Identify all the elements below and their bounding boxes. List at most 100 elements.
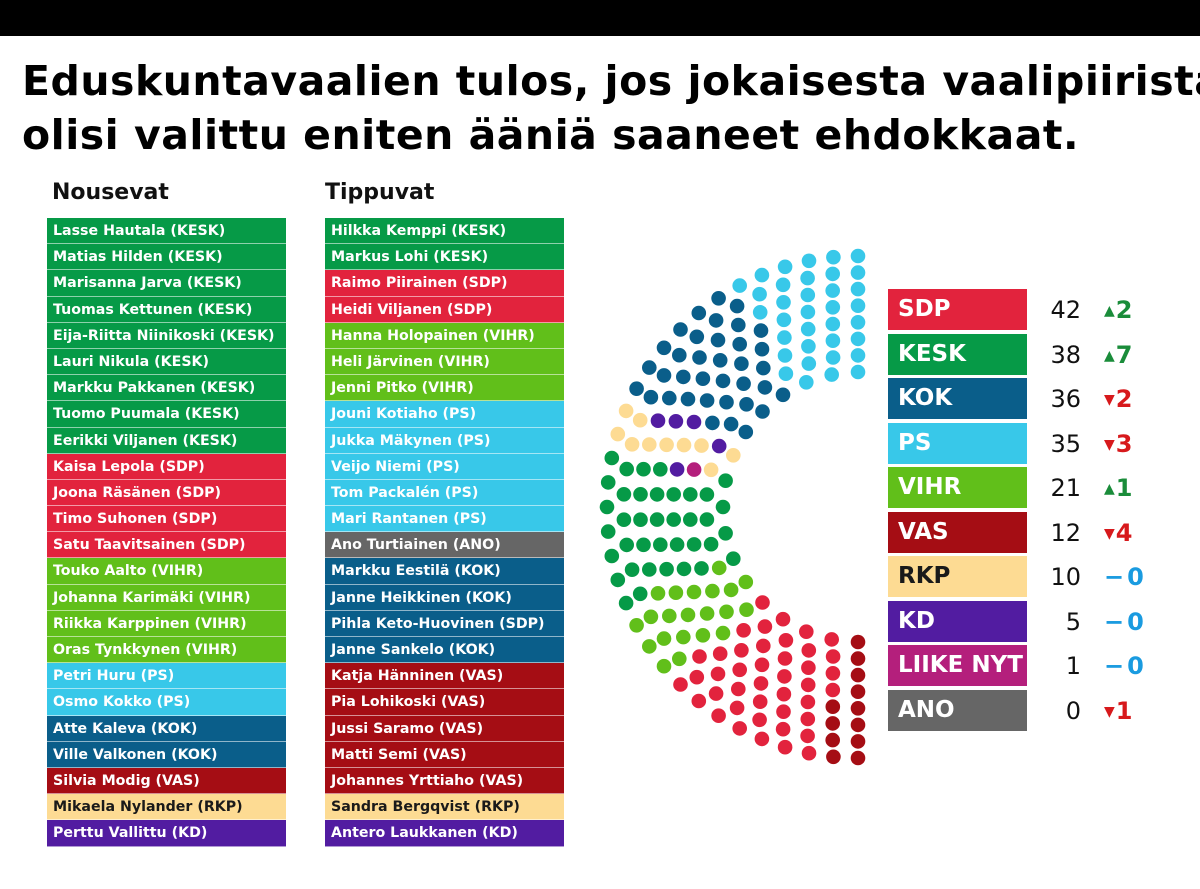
seat-dot	[718, 526, 733, 541]
candidate-row: Osmo Kokko (PS)	[47, 689, 286, 716]
candidate-row: Eija-Riitta Niinikoski (KESK)	[47, 322, 286, 349]
seat-dot	[624, 437, 640, 452]
legend-seat-change: ▼1	[1104, 689, 1132, 734]
seat-dot	[705, 583, 720, 599]
candidate-row: Silvia Modig (VAS)	[47, 767, 286, 795]
candidate-row: Oras Tynkkynen (VIHR)	[47, 637, 286, 664]
seat-dot	[777, 259, 793, 275]
candidate-row: Ville Valkonen (KOK)	[47, 741, 286, 768]
seat-dot	[649, 487, 665, 502]
seat-dot	[711, 291, 726, 306]
seat-dot	[604, 450, 620, 466]
seat-dot	[739, 602, 754, 617]
seat-dot	[739, 397, 754, 412]
seat-dot	[676, 561, 692, 577]
seat-dot	[778, 633, 794, 648]
seat-dot	[703, 536, 719, 552]
legend-seat-count: 42	[1050, 296, 1081, 324]
candidate-row: Lasse Hautala (KESK)	[47, 218, 286, 245]
legend-seat-count: 38	[1050, 340, 1081, 369]
candidate-row: Janne Sankelo (KOK)	[325, 637, 564, 664]
seat-dot	[686, 462, 702, 477]
seat-dot	[636, 461, 651, 477]
seat-dot	[676, 629, 691, 645]
seat-dot	[825, 699, 841, 714]
seat-dot	[825, 316, 841, 332]
seat-dot	[723, 582, 739, 598]
seat-dot	[712, 353, 728, 368]
candidate-row: Mari Rantanen (PS)	[325, 506, 564, 533]
seat-dot	[731, 317, 746, 333]
candidate-row: Hanna Holopainen (VIHR)	[325, 322, 564, 349]
candidate-row: Markku Eestilä (KOK)	[325, 558, 564, 585]
seat-dot	[850, 331, 866, 347]
seat-dot	[694, 561, 709, 576]
seat-dot	[777, 348, 793, 363]
seat-dot	[643, 609, 659, 625]
candidate-row: Heidi Viljanen (SDP)	[325, 296, 564, 323]
seat-dot	[850, 248, 866, 264]
seat-dot	[676, 437, 692, 453]
triangle-down-icon: ▼	[1104, 525, 1115, 542]
seat-dot	[718, 473, 733, 489]
candidate-row: Markus Lohi (KESK)	[325, 244, 564, 271]
candidate-row: Satu Taavitsainen (SDP)	[47, 532, 286, 559]
candidate-row: Johannes Yrttiaho (VAS)	[325, 767, 564, 795]
candidate-row: Mikaela Nylander (RKP)	[47, 794, 286, 821]
seat-dot	[752, 712, 767, 728]
seat-dot	[659, 561, 674, 577]
legend-seat-count: 12	[1050, 518, 1081, 547]
seat-dot	[729, 700, 745, 716]
candidate-row: Sandra Bergqvist (RKP)	[325, 794, 564, 821]
seat-dot	[699, 393, 715, 408]
seat-dot	[689, 669, 705, 685]
seat-dot	[668, 414, 684, 429]
candidate-row: Pia Lohikoski (VAS)	[325, 689, 564, 716]
seat-dot	[600, 524, 616, 539]
candidate-row: Marisanna Jarva (KESK)	[47, 270, 286, 297]
seat-dot	[801, 643, 817, 658]
seat-dot	[662, 608, 677, 624]
seat-dot	[801, 253, 817, 269]
seat-dot	[754, 731, 770, 747]
seat-dot	[699, 606, 715, 621]
legend-seat-count: 35	[1050, 429, 1081, 458]
seat-dot	[776, 686, 792, 702]
seat-dot	[736, 376, 751, 392]
seat-dot	[715, 373, 731, 389]
title-line-2: olisi valittu eniten ääniä saaneet ehdok…	[22, 111, 1080, 159]
legend-seat-change: ▼2	[1104, 377, 1132, 422]
seat-dot	[708, 313, 724, 328]
seat-dot	[604, 548, 620, 564]
candidate-row: Hilkka Kemppi (KESK)	[325, 218, 564, 245]
seat-dot	[669, 537, 685, 552]
seat-dot	[757, 619, 773, 634]
candidate-row: Matti Semi (VAS)	[325, 741, 564, 768]
triangle-down-icon: ▼	[1104, 436, 1115, 453]
legend-change-value: 2	[1115, 296, 1133, 324]
seat-dot	[776, 295, 791, 310]
seat-dot	[732, 721, 747, 736]
seat-dot	[632, 586, 648, 602]
legend-change-value: 0	[1127, 563, 1144, 591]
candidate-row: Petri Huru (PS)	[47, 663, 286, 690]
seat-dot	[653, 537, 668, 552]
seat-dot	[673, 322, 688, 337]
candidate-row: Jussi Saramo (VAS)	[325, 715, 564, 742]
seat-dot	[825, 732, 840, 748]
legend-party-label: PS	[888, 422, 1027, 464]
seat-dot	[643, 389, 659, 405]
seat-dot	[825, 649, 841, 664]
dash-icon: −	[1104, 563, 1125, 591]
candidate-row: Katja Hänninen (VAS)	[325, 663, 564, 690]
seat-dot	[711, 708, 726, 723]
seat-dot	[777, 739, 793, 755]
seat-dot	[659, 437, 674, 453]
seat-dot	[776, 312, 792, 328]
seat-dot	[642, 360, 657, 375]
candidate-row: Matias Hilden (KESK)	[47, 244, 286, 271]
seat-dot	[618, 595, 634, 611]
legend-seat-change: ▲2	[1104, 288, 1132, 333]
candidate-row: Antero Laukkanen (KD)	[325, 820, 564, 847]
seat-dot	[775, 611, 791, 627]
